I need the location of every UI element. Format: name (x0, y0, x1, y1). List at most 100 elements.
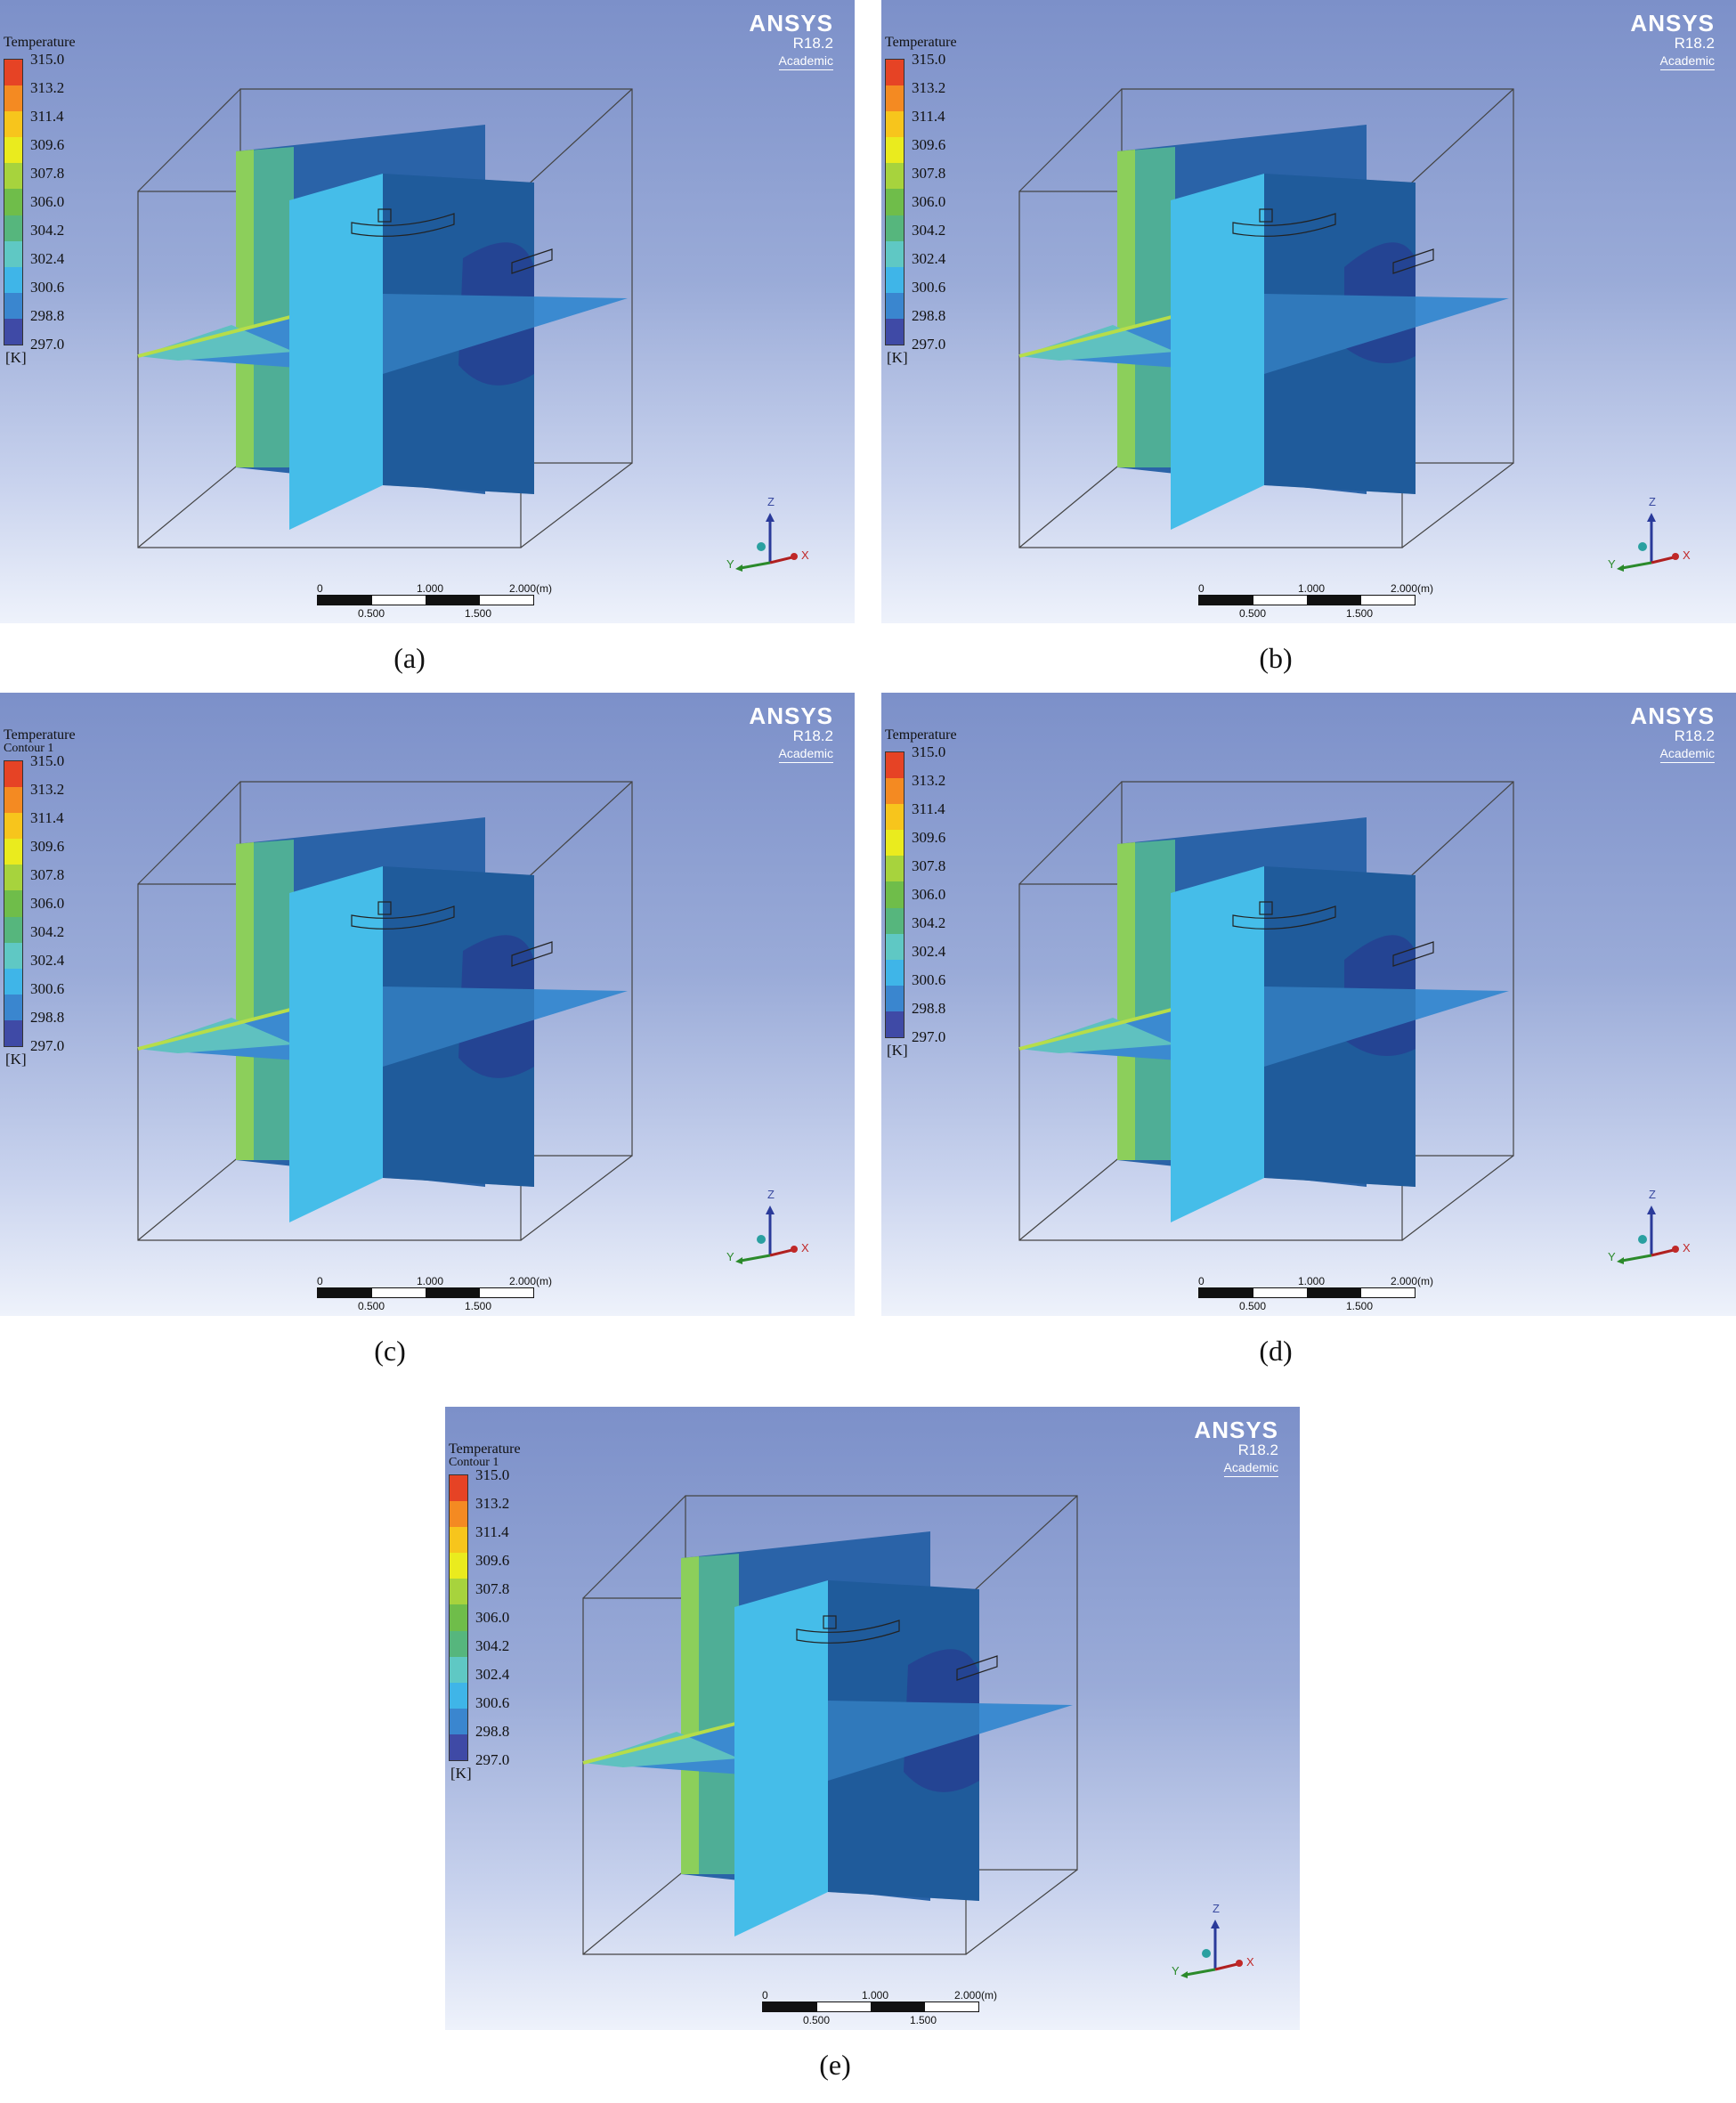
scale-label-bottom: 0.500 (803, 2014, 831, 2026)
legend-unit: [K] (5, 349, 27, 366)
legend-tick-label: 298.8 (30, 307, 65, 324)
colorbar-segment (4, 163, 22, 190)
colorbar-segment (4, 761, 22, 788)
legend-tick-label: 313.2 (912, 79, 946, 96)
colorbar-segment (4, 942, 22, 969)
legend-tick-label: 302.4 (475, 1666, 510, 1683)
legend-tick-label: 307.8 (30, 165, 65, 182)
scale-bar-graphic (1198, 595, 1416, 605)
colorbar-segment (886, 240, 904, 267)
cfd-scene (582, 1495, 1078, 1955)
legend-title: Temperature (885, 727, 957, 743)
legend-tick-label: 309.6 (30, 136, 65, 153)
axis-label-x: X (1683, 548, 1691, 562)
colorbar-segment (450, 1579, 467, 1605)
scale-bar: 0 1.000 2.000 (m) 0.500 1.500 (762, 1989, 1029, 2026)
colorbar-segment (886, 189, 904, 215)
slice-plane-front (289, 866, 534, 1222)
axis-label-y: Y (1608, 1250, 1616, 1263)
legend-title: Temperature (4, 35, 76, 50)
slice-plane-front (289, 174, 534, 530)
scale-label-top: 0 (762, 1989, 768, 2002)
colorbar-segment (886, 933, 904, 960)
legend-tick-label: 297.0 (30, 1037, 65, 1054)
colorbar (885, 751, 905, 1038)
scale-label-top: (m) (536, 582, 552, 595)
colorbar-segment (450, 1475, 467, 1502)
panel-caption: (d) (1259, 1335, 1293, 1367)
legend-subtitle: Contour 1 (4, 742, 54, 755)
colorbar (4, 760, 23, 1047)
colorbar-segment (450, 1604, 467, 1631)
inlet-outlet-outlines (1232, 901, 1434, 967)
axis-triad-arrows (735, 1206, 798, 1264)
slice-plane-front (1171, 174, 1416, 530)
colorbar-segment (4, 1019, 22, 1047)
colorbar-segment (4, 865, 22, 891)
legend-tick-label: 307.8 (912, 165, 946, 182)
cfd-scene (137, 781, 633, 1241)
legend-tick-label: 298.8 (912, 1000, 946, 1017)
scale-label-top: 1.000 (1298, 582, 1326, 595)
panel-b: Temperature 315.0 313.2 311.4 309.6 307.8 306.… (881, 0, 1736, 623)
legend-tick-label: 297.0 (912, 1028, 946, 1045)
legend-tick-label: 311.4 (912, 800, 945, 817)
scale-bar: 0 1.000 2.000 (m) 0.500 1.500 (317, 1275, 584, 1312)
brand-version: R18.2 (1674, 35, 1715, 52)
colorbar (885, 59, 905, 345)
legend-tick-label: 302.4 (30, 952, 65, 969)
scale-label-bottom: 0.500 (358, 1300, 385, 1312)
colorbar-segment (4, 813, 22, 840)
legend-title: Temperature (4, 727, 76, 743)
scale-label-top: 2.000 (954, 1989, 982, 2002)
axis-label-z: Z (1213, 1902, 1220, 1915)
colorbar-segment (886, 985, 904, 1011)
legend-tick-label: 307.8 (475, 1580, 510, 1597)
legend-tick-label: 309.6 (912, 136, 946, 153)
colorbar-segment (886, 752, 904, 779)
slice-plane-front (1171, 866, 1416, 1222)
brand-version: R18.2 (792, 35, 833, 52)
scale-label-top: 0 (317, 1275, 323, 1287)
legend-tick-label: 300.6 (912, 279, 946, 296)
axis-triad-arrows (735, 513, 798, 572)
colorbar-segment (4, 266, 22, 293)
panel-c: Temperature Contour 1 315.0 313.2 311.4 309.6… (0, 693, 855, 1316)
scale-label-top: 2.000 (1391, 1275, 1418, 1287)
scale-label-top: 1.000 (417, 1275, 444, 1287)
legend-tick-label: 302.4 (30, 250, 65, 267)
scale-label-bottom: 1.500 (465, 1300, 492, 1312)
legend-tick-label: 304.2 (475, 1637, 510, 1654)
colorbar-segment (4, 318, 22, 345)
colorbar-segment (886, 881, 904, 908)
legend-tick-label: 300.6 (912, 971, 946, 988)
colorbar-segment (450, 1527, 467, 1554)
scale-bar-graphic (317, 595, 534, 605)
legend-tick-label: 306.0 (30, 895, 65, 912)
axis-label-z: Z (1649, 1188, 1656, 1201)
brand-name: ANSYS (749, 10, 833, 37)
legend-tick-label: 298.8 (475, 1723, 510, 1740)
scale-label-top: 0 (1198, 1275, 1205, 1287)
axis-label-z: Z (767, 495, 775, 508)
axis-label-x: X (1683, 1241, 1691, 1254)
legend-tick-label: 300.6 (30, 279, 65, 296)
inlet-outlet-outlines (351, 208, 553, 274)
colorbar-segment (886, 266, 904, 293)
colorbar-segment (886, 804, 904, 831)
scale-bar-graphic (317, 1287, 534, 1298)
legend-tick-label: 315.0 (30, 51, 65, 68)
panel-caption: (b) (1259, 642, 1293, 674)
legend-tick-label: 315.0 (30, 752, 65, 769)
scale-label-top: (m) (536, 1275, 552, 1287)
colorbar-segment (4, 994, 22, 1020)
scale-label-top: 2.000 (509, 582, 537, 595)
legend-tick-label: 304.2 (30, 222, 65, 239)
axis-label-y: Y (726, 1250, 734, 1263)
brand-edition: Academic (1659, 746, 1715, 763)
cfd-scene (1018, 781, 1514, 1241)
legend-tick-label: 304.2 (30, 923, 65, 940)
colorbar-segment (886, 85, 904, 112)
axis-label-y: Y (726, 557, 734, 571)
legend-unit: [K] (5, 1051, 27, 1068)
